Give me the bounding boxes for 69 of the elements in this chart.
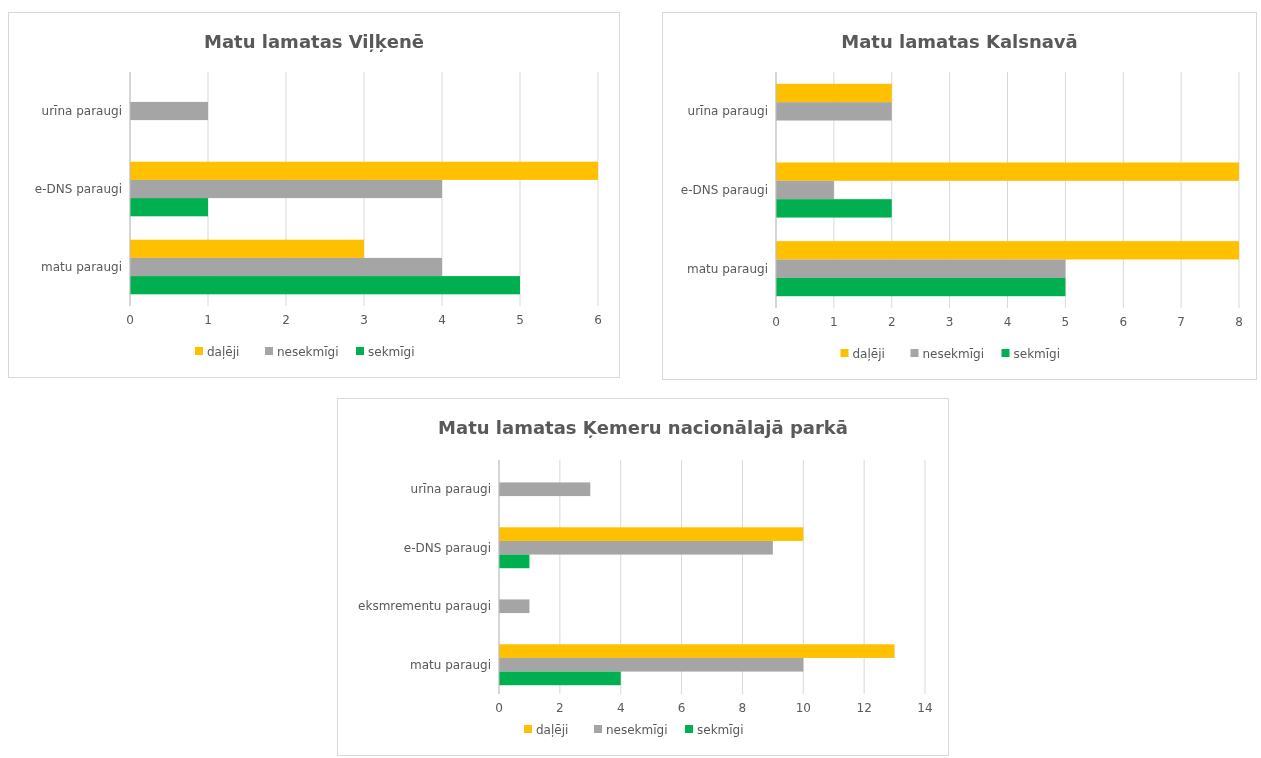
bar (499, 482, 591, 497)
bar (776, 83, 892, 103)
y-tick-label: urīna paraugi (410, 482, 491, 497)
legend-label: nesekmīgi (606, 723, 668, 737)
bar (499, 527, 804, 541)
y-tick-label: e-DNS paraugi (34, 182, 122, 196)
legend-label: nesekmīgi (277, 345, 339, 359)
x-tick-label: 5 (516, 313, 524, 327)
x-tick-label: 2 (282, 313, 290, 327)
chart-title: Matu lamatas Viļķenē (204, 31, 424, 52)
x-tick-label: 8 (738, 701, 747, 715)
bar (776, 162, 1239, 181)
x-tick-label: 4 (438, 313, 446, 327)
x-tick-label: 0 (772, 315, 780, 329)
bar (130, 101, 208, 121)
x-tick-label: 7 (1177, 315, 1185, 329)
x-tick-label: 6 (677, 701, 686, 715)
y-tick-label: urīna paraugi (687, 104, 768, 119)
x-tick-label: 0 (126, 313, 134, 327)
bar (130, 239, 364, 258)
x-tick-label: 0 (495, 701, 503, 715)
x-tick-label: 14 (917, 701, 933, 715)
y-tick-label: e-DNS paraugi (680, 183, 768, 197)
bar (130, 179, 442, 199)
x-tick-label: 8 (1235, 315, 1243, 329)
bar (499, 671, 621, 686)
legend-label: nesekmīgi (922, 347, 985, 361)
x-tick-label: 2 (556, 701, 564, 715)
bar (776, 102, 892, 121)
chart-title: Matu lamatas Ķemeru nacionālajā parkā (438, 417, 848, 438)
bar (776, 241, 1239, 260)
bar (776, 199, 892, 218)
bar (130, 161, 598, 180)
bar (776, 259, 1066, 278)
x-tick-label: 12 (856, 701, 872, 715)
y-tick-label: eksmrementu paraugi (358, 599, 491, 614)
x-tick-label: 1 (204, 313, 212, 327)
x-tick-label: 6 (1119, 315, 1128, 329)
x-tick-label: 4 (616, 701, 625, 715)
legend-label: sekmīgi (697, 723, 744, 737)
bar (130, 198, 208, 217)
bar (499, 554, 530, 569)
bar (499, 644, 895, 658)
bar (130, 276, 520, 295)
y-tick-label: matu paraugi (687, 261, 768, 276)
x-tick-label: 6 (594, 313, 602, 327)
bar (499, 599, 530, 614)
bar (130, 257, 442, 277)
x-tick-label: 5 (1061, 315, 1070, 329)
legend-label: sekmīgi (368, 345, 415, 359)
y-tick-label: e-DNS paraugi (403, 540, 491, 555)
x-tick-label: 3 (945, 315, 954, 329)
x-tick-label: 3 (360, 313, 368, 327)
bar (776, 180, 834, 200)
x-tick-label: 1 (830, 315, 838, 329)
y-tick-label: matu paraugi (410, 657, 491, 672)
legend-label: daļēji (207, 345, 240, 359)
legend-label: daļēji (852, 347, 885, 361)
x-tick-label: 10 (795, 701, 811, 715)
chart-title: Matu lamatas Kalsnavā (841, 31, 1078, 52)
x-tick-label: 2 (887, 315, 896, 329)
bar (499, 540, 773, 555)
bar (776, 277, 1066, 297)
legend-label: daļēji (536, 723, 569, 737)
bar (499, 657, 804, 672)
x-tick-label: 4 (1003, 315, 1012, 329)
y-tick-label: urīna paraugi (41, 104, 122, 118)
legend-label: sekmīgi (1013, 347, 1061, 361)
y-tick-label: matu paraugi (41, 260, 122, 274)
